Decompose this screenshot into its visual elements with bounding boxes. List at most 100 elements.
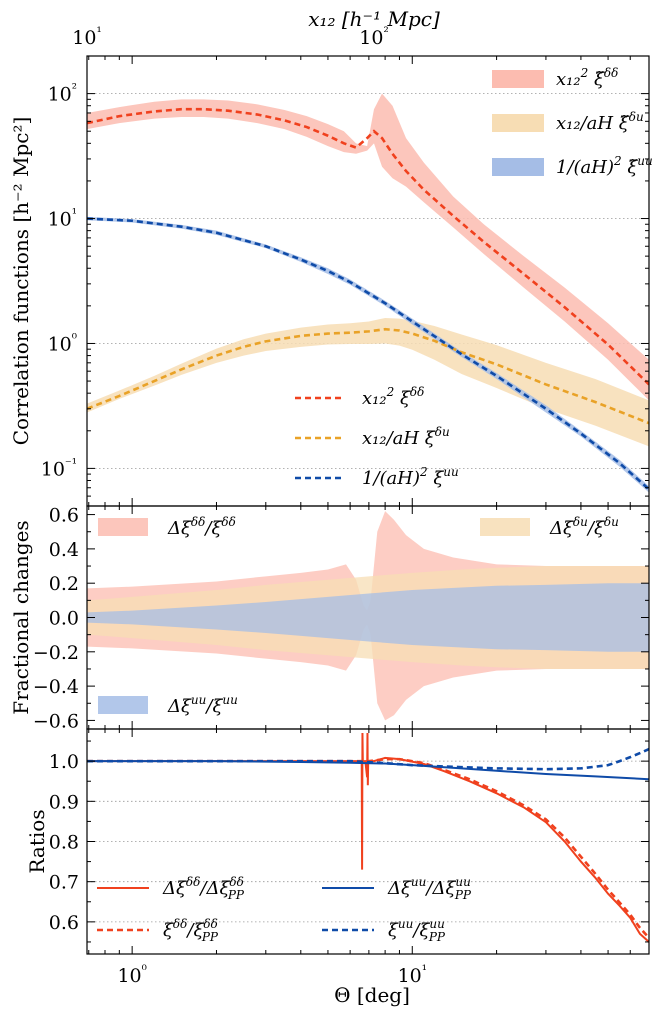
ratio-legend-label: ξuu/ξuu PP: [388, 917, 446, 944]
y-axis-title: Ratios: [25, 809, 49, 873]
legend-base: /ξ: [185, 920, 204, 941]
y-tick-label: 0.9: [49, 791, 79, 813]
y-tick-label: 10⁻¹: [41, 456, 77, 480]
y-axis-title: Correlation functions [h⁻² Mpc²]: [9, 117, 33, 446]
legend-sup: uu: [411, 875, 426, 889]
y-tick-label: 0.2: [49, 573, 79, 595]
legend-sup: δu: [629, 110, 644, 124]
tick-base: 10: [48, 209, 72, 231]
tick-exponent: ¹: [422, 963, 427, 978]
band-legend-swatch: [492, 114, 544, 132]
legend-base: Δξ: [162, 878, 187, 899]
middle-plot-area: [87, 511, 649, 721]
ratio-legend-label: Δξuu/Δξuu PP: [387, 875, 472, 902]
legend-symbol: ξ: [394, 388, 411, 409]
legend-base: 1/(aH): [362, 468, 420, 489]
top-axis-title: x₁₂ [h⁻¹ Mpc]: [308, 7, 440, 31]
legend-sup: δδ: [221, 515, 235, 529]
tick-base: 10: [41, 458, 65, 480]
tick-exponent: ²: [383, 25, 388, 40]
legend-sup: δδ: [229, 875, 243, 889]
legend-sup: δu: [604, 515, 619, 529]
line-series-2: [87, 217, 649, 491]
legend-base: 1/(aH): [556, 157, 614, 178]
line-series-1: [87, 327, 649, 425]
legend-base: ξ: [388, 920, 399, 941]
y-tick-label: 1.0: [49, 751, 79, 773]
legend-base: Δξ: [387, 878, 412, 899]
legend-base: /ξ: [586, 518, 605, 539]
y-axis-title: Fractional changes: [9, 520, 33, 714]
legend-base: /ξ: [203, 518, 222, 539]
legend-base: Δξ: [549, 518, 574, 539]
legend-sup: δu: [435, 425, 450, 439]
legend-base: Δξ: [167, 518, 192, 539]
legend-base: /Δξ: [198, 878, 230, 899]
tick-base: 10: [48, 84, 72, 106]
y-tick-label: 0.7: [49, 872, 79, 894]
panel-middle: −0.6 −0.4 −0.2 0.0 0.2 0.4 0.6 Fractional chang…: [9, 505, 650, 732]
legend-sub: PP: [454, 888, 472, 902]
y-tick-label: 0.0: [49, 608, 79, 630]
tick-exponent: ¹: [96, 25, 101, 40]
bottom-plot-area: [87, 733, 649, 943]
band-legend-label: x₁₂2 ξ̃δδ: [556, 66, 618, 90]
tick-exponent: ⁰: [142, 963, 147, 978]
legend-symbol: ξ̃: [588, 69, 605, 90]
band-legend-label: 1/(aH)2 ξ̃uu: [556, 154, 653, 178]
frac-legend-swatch: [98, 518, 148, 536]
top-tick-label: 10¹: [72, 25, 101, 49]
legend-base: /ξ: [411, 920, 430, 941]
legend-base: x₁₂/aH: [362, 428, 419, 449]
legend-sup: 2: [613, 154, 622, 168]
tick-exponent: ⁰: [72, 331, 77, 346]
legend-sub: PP: [201, 930, 219, 944]
tick-base: 10: [398, 965, 422, 987]
legend-sup: δδ: [203, 917, 217, 931]
legend-sup: 2: [419, 465, 428, 479]
tick-base: 10: [359, 27, 383, 49]
line-legend-label: x₁₂/aH ξδu: [362, 425, 450, 449]
ratio-series-1: [87, 757, 649, 939]
band-series-1: [87, 317, 649, 447]
frac-legend-label: Δξδu/ξδu: [549, 515, 619, 539]
legend-sup: uu: [429, 917, 444, 931]
tick-base: 10: [48, 333, 72, 355]
y-tick-label: −0.2: [33, 642, 79, 664]
line-series-0: [87, 107, 649, 386]
tick-exponent: ²: [72, 82, 77, 97]
legend-sup: uu: [443, 465, 458, 479]
legend-sup: 2: [580, 66, 589, 80]
legend-sub: PP: [428, 930, 446, 944]
tick-base: 10: [117, 965, 141, 987]
top-tick-label: 10²: [359, 25, 388, 49]
top-plot-area: [87, 93, 649, 493]
legend-base: /ξ: [204, 696, 223, 717]
y-tick-label: 10¹: [48, 207, 77, 231]
legend-sup: uu: [222, 693, 237, 707]
tick-exponent: ¹: [72, 207, 77, 222]
legend-sup: uu: [455, 875, 470, 889]
legend-sup: uu: [637, 154, 652, 168]
legend-sup: 2: [386, 385, 395, 399]
y-tick-label: 0.4: [49, 539, 79, 561]
band-legend-swatch: [492, 158, 544, 176]
x-tick-label: 10¹: [398, 963, 427, 987]
frac-legend-swatch: [98, 696, 148, 714]
legend-base: x₁₂: [556, 69, 581, 90]
legend-sup: uu: [191, 693, 206, 707]
line-legend-label: 1/(aH)2 ξuu: [362, 465, 459, 489]
y-tick-label: −0.6: [33, 710, 79, 732]
legend-base: /Δξ: [424, 878, 456, 899]
legend-symbol: ξ̃: [613, 113, 630, 134]
ratio-series-3: [87, 747, 649, 771]
legend-sup: δδ: [173, 917, 187, 931]
frac-legend-label: Δξuu/ξuu: [167, 693, 238, 717]
tick-base: 10: [72, 27, 96, 49]
legend-sup: δδ: [604, 66, 618, 80]
y-tick-label: 10²: [48, 82, 77, 106]
line-legend-label: x₁₂2 ξδδ: [362, 385, 424, 409]
legend-base: x₁₂: [362, 388, 387, 409]
